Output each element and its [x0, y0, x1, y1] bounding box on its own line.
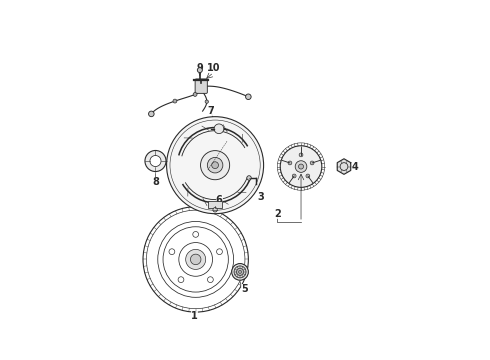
Text: 8: 8: [152, 177, 159, 187]
Text: 10: 10: [207, 63, 220, 73]
Circle shape: [234, 266, 246, 278]
Circle shape: [197, 68, 202, 73]
Text: 7: 7: [208, 106, 214, 116]
Circle shape: [212, 162, 219, 168]
Circle shape: [232, 264, 248, 280]
Text: 5: 5: [241, 284, 247, 293]
Text: 9: 9: [196, 63, 203, 73]
Text: 2: 2: [274, 209, 281, 219]
Circle shape: [299, 153, 303, 157]
Circle shape: [298, 164, 303, 169]
FancyBboxPatch shape: [195, 79, 207, 93]
Circle shape: [173, 99, 177, 103]
Circle shape: [306, 174, 310, 178]
Circle shape: [217, 249, 222, 255]
Circle shape: [245, 94, 251, 99]
Circle shape: [148, 111, 154, 117]
Circle shape: [143, 207, 248, 312]
Circle shape: [239, 270, 242, 273]
Polygon shape: [337, 159, 351, 174]
Circle shape: [293, 174, 296, 178]
Text: 6: 6: [216, 195, 222, 205]
Circle shape: [280, 146, 322, 187]
Circle shape: [200, 150, 230, 180]
Circle shape: [288, 161, 292, 165]
Circle shape: [214, 124, 224, 134]
Circle shape: [247, 176, 251, 180]
Circle shape: [147, 210, 245, 309]
Circle shape: [207, 157, 223, 173]
Circle shape: [237, 269, 244, 275]
Text: 4: 4: [352, 162, 359, 172]
Circle shape: [150, 156, 161, 167]
Circle shape: [207, 277, 213, 283]
Circle shape: [205, 100, 208, 103]
Circle shape: [145, 150, 166, 172]
Bar: [208, 201, 222, 208]
Circle shape: [295, 161, 307, 172]
Circle shape: [191, 254, 201, 265]
Text: 1: 1: [191, 311, 197, 321]
Circle shape: [310, 161, 314, 165]
Circle shape: [213, 208, 217, 212]
Circle shape: [169, 249, 175, 255]
Circle shape: [193, 93, 197, 96]
Circle shape: [186, 249, 206, 269]
Text: 3: 3: [257, 192, 264, 202]
Circle shape: [167, 117, 264, 214]
Circle shape: [178, 277, 184, 283]
Circle shape: [193, 231, 198, 237]
